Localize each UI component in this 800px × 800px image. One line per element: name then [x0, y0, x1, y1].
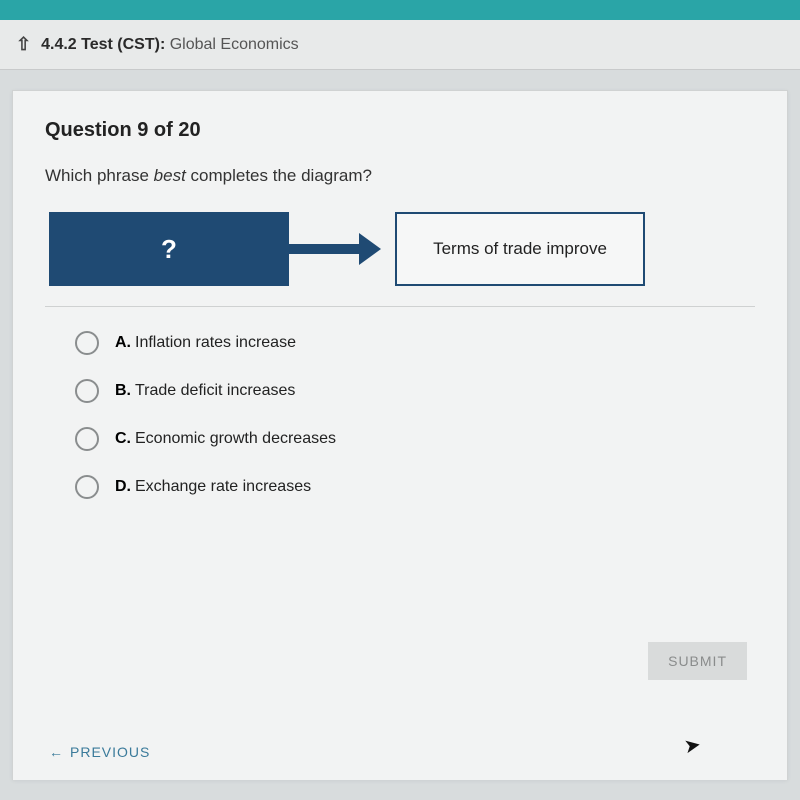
option-text: Economic growth decreases	[135, 430, 336, 447]
radio-icon[interactable]	[75, 475, 99, 499]
arrow-icon	[289, 233, 381, 265]
up-arrow-icon[interactable]: ⇧	[16, 34, 31, 55]
question-heading: Question 9 of 20	[45, 119, 755, 142]
option-letter: A.	[115, 334, 131, 351]
lesson-suffix: Test (CST):	[81, 36, 165, 53]
submit-button[interactable]: SUBMIT	[648, 642, 747, 680]
breadcrumb-header: ⇧ 4.4.2 Test (CST): Global Economics	[0, 20, 800, 70]
option-text: Trade deficit increases	[135, 382, 295, 399]
prompt-em: best	[154, 166, 186, 185]
lesson-code: 4.4.2	[41, 36, 77, 53]
option-b[interactable]: B.Trade deficit increases	[75, 379, 755, 403]
previous-label: PREVIOUS	[70, 744, 150, 760]
lesson-title: Global Economics	[170, 36, 299, 53]
radio-icon[interactable]	[75, 331, 99, 355]
option-d[interactable]: D.Exchange rate increases	[75, 475, 755, 499]
previous-button[interactable]: ← PREVIOUS	[49, 744, 150, 760]
option-text: Inflation rates increase	[135, 334, 296, 351]
option-c[interactable]: C.Economic growth decreases	[75, 427, 755, 451]
radio-icon[interactable]	[75, 379, 99, 403]
cursor-icon: ➤	[682, 732, 703, 760]
question-card: Question 9 of 20 Which phrase best compl…	[12, 90, 788, 780]
diagram-unknown-box: ?	[49, 212, 289, 286]
option-text: Exchange rate increases	[135, 478, 311, 495]
app-top-bar	[0, 0, 800, 20]
prompt-post: completes the diagram?	[186, 166, 372, 185]
option-a[interactable]: A.Inflation rates increase	[75, 331, 755, 355]
diagram: ? Terms of trade improve	[45, 212, 755, 286]
diagram-result-box: Terms of trade improve	[395, 212, 645, 286]
prompt-pre: Which phrase	[45, 166, 154, 185]
option-letter: B.	[115, 382, 131, 399]
divider	[45, 306, 755, 307]
arrow-left-icon: ←	[49, 744, 64, 760]
option-letter: C.	[115, 430, 131, 447]
radio-icon[interactable]	[75, 427, 99, 451]
option-letter: D.	[115, 478, 131, 495]
question-prompt: Which phrase best completes the diagram?	[45, 166, 755, 186]
options-group: A.Inflation rates increase B.Trade defic…	[45, 331, 755, 499]
